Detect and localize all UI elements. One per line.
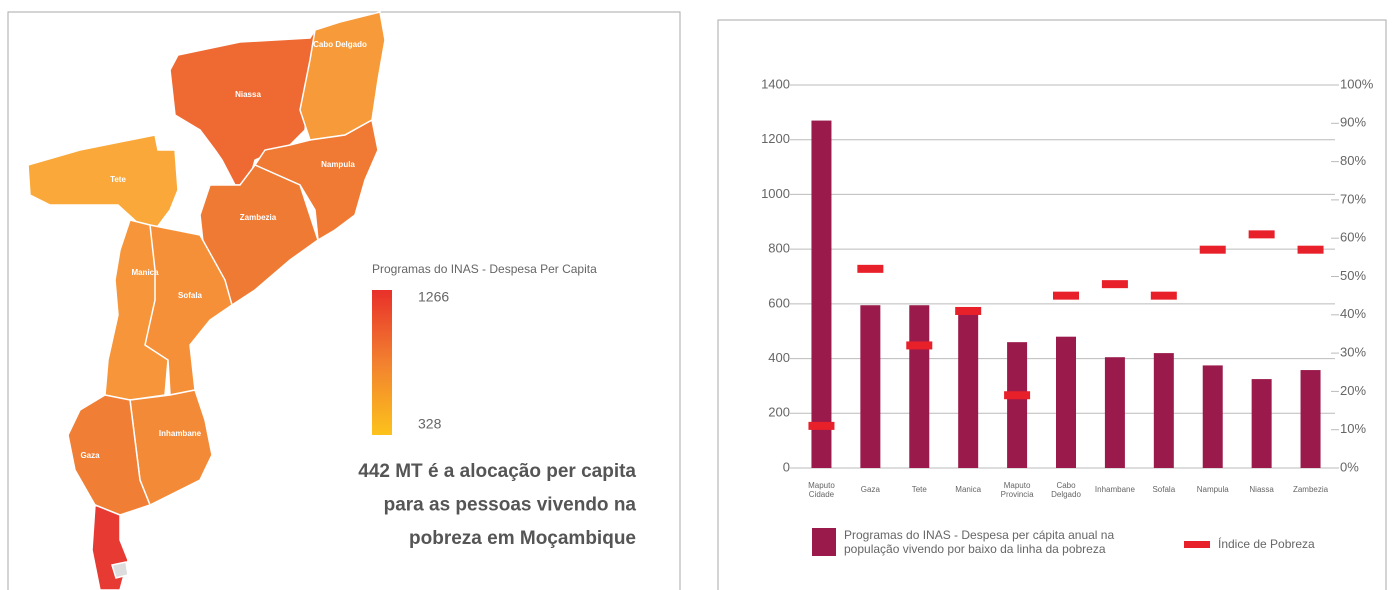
x-tick-label: Maputo Cidade (808, 481, 835, 499)
marker (1248, 230, 1275, 239)
x-tick-label: Nampula (1197, 485, 1230, 494)
bar (1202, 365, 1223, 468)
annotation-line: 442 MT é a alocação per capita (358, 461, 636, 482)
region-label: Niassa (235, 90, 261, 99)
y-tick-label: 200 (768, 405, 790, 420)
region-label: Cabo Delgado (313, 40, 367, 49)
legend-label: Programas do INAS - Despesa per cápita a… (844, 528, 1115, 556)
region (144, 224, 233, 396)
x-tick-label: Cabo Delgado (1051, 481, 1081, 499)
region (27, 134, 179, 231)
map-panel (7, 11, 681, 590)
y2-tick-label: 10% (1340, 421, 1366, 436)
y2-tick-label: 50% (1340, 268, 1366, 283)
bar (1251, 379, 1272, 468)
color-scale (372, 290, 392, 435)
legend-swatch (1184, 541, 1210, 548)
bar (860, 305, 881, 468)
bar (909, 305, 930, 468)
y2-tick-label: 40% (1340, 306, 1366, 321)
y2-tick-label: 80% (1340, 153, 1366, 168)
marker (1199, 245, 1226, 254)
x-tick-label: Maputo Provincia (1001, 481, 1034, 499)
x-tick-label: Gaza (861, 485, 881, 494)
region (253, 118, 379, 242)
region-label: Tete (110, 175, 126, 184)
region (111, 561, 129, 579)
x-tick-label: Manica (955, 485, 981, 494)
y-tick-label: 1000 (761, 186, 790, 201)
x-tick-label: Tete (912, 485, 928, 494)
region-label: Nampula (321, 160, 355, 169)
region-label: Gaza (80, 451, 100, 460)
bar (811, 120, 832, 469)
bar (1056, 336, 1076, 468)
marker (1004, 391, 1031, 400)
y-tick-label: 1200 (761, 131, 790, 146)
region-label: Sofala (178, 291, 203, 300)
y2-tick-label: 90% (1340, 115, 1366, 130)
legend-max: 1266 (418, 289, 449, 305)
y2-tick-label: 60% (1340, 230, 1366, 245)
x-tick-label: Zambezia (1293, 485, 1329, 494)
annotation-line: para as pessoas vivendo na (384, 495, 637, 516)
legend-swatch (812, 528, 836, 556)
y-tick-label: 800 (768, 241, 790, 256)
legend-item: Programas do INAS - Despesa per cápita a… (812, 528, 1152, 556)
marker (857, 264, 884, 273)
x-tick-label: Sofala (1152, 485, 1175, 494)
bar (1153, 353, 1174, 468)
legend-min: 328 (418, 416, 442, 432)
annotation: 442 MT é a alocação per capita para as pe… (358, 461, 636, 549)
bar (1104, 357, 1125, 468)
region-label: Zambezia (240, 213, 277, 222)
y2-tick-label: 20% (1340, 383, 1366, 398)
marker (955, 306, 982, 315)
region (91, 503, 129, 590)
y2-tick-label: 70% (1340, 191, 1366, 206)
marker (1297, 245, 1324, 254)
marker (808, 421, 835, 430)
marker (906, 341, 933, 350)
marker (1053, 291, 1079, 300)
x-tick-label: Niassa (1249, 485, 1274, 494)
annotation-line: pobreza em Moçambique (409, 528, 636, 549)
legend-title: Programas do INAS - Despesa Per Capita (372, 262, 597, 276)
legend-label: Índice de Pobreza (1218, 537, 1315, 551)
marker (1101, 280, 1128, 289)
bar (1300, 370, 1321, 468)
y-tick-label: 600 (768, 295, 790, 310)
y2-tick-label: 0% (1340, 459, 1359, 474)
bar (1007, 342, 1028, 468)
map (27, 11, 386, 590)
legend-item: Índice de Pobreza (1184, 537, 1315, 551)
bar (958, 307, 979, 468)
y2-tick-label: 30% (1340, 345, 1366, 360)
y2-tick-label: 100% (1340, 76, 1374, 91)
region-label: Manica (131, 268, 159, 277)
marker (1150, 291, 1177, 300)
chart-panel (717, 19, 1387, 590)
y-tick-label: 0 (783, 459, 790, 474)
region-label: Inhambane (159, 429, 202, 438)
y-tick-label: 400 (768, 350, 790, 365)
y-tick-label: 1400 (761, 76, 790, 91)
x-tick-label: Inhambane (1095, 485, 1136, 494)
